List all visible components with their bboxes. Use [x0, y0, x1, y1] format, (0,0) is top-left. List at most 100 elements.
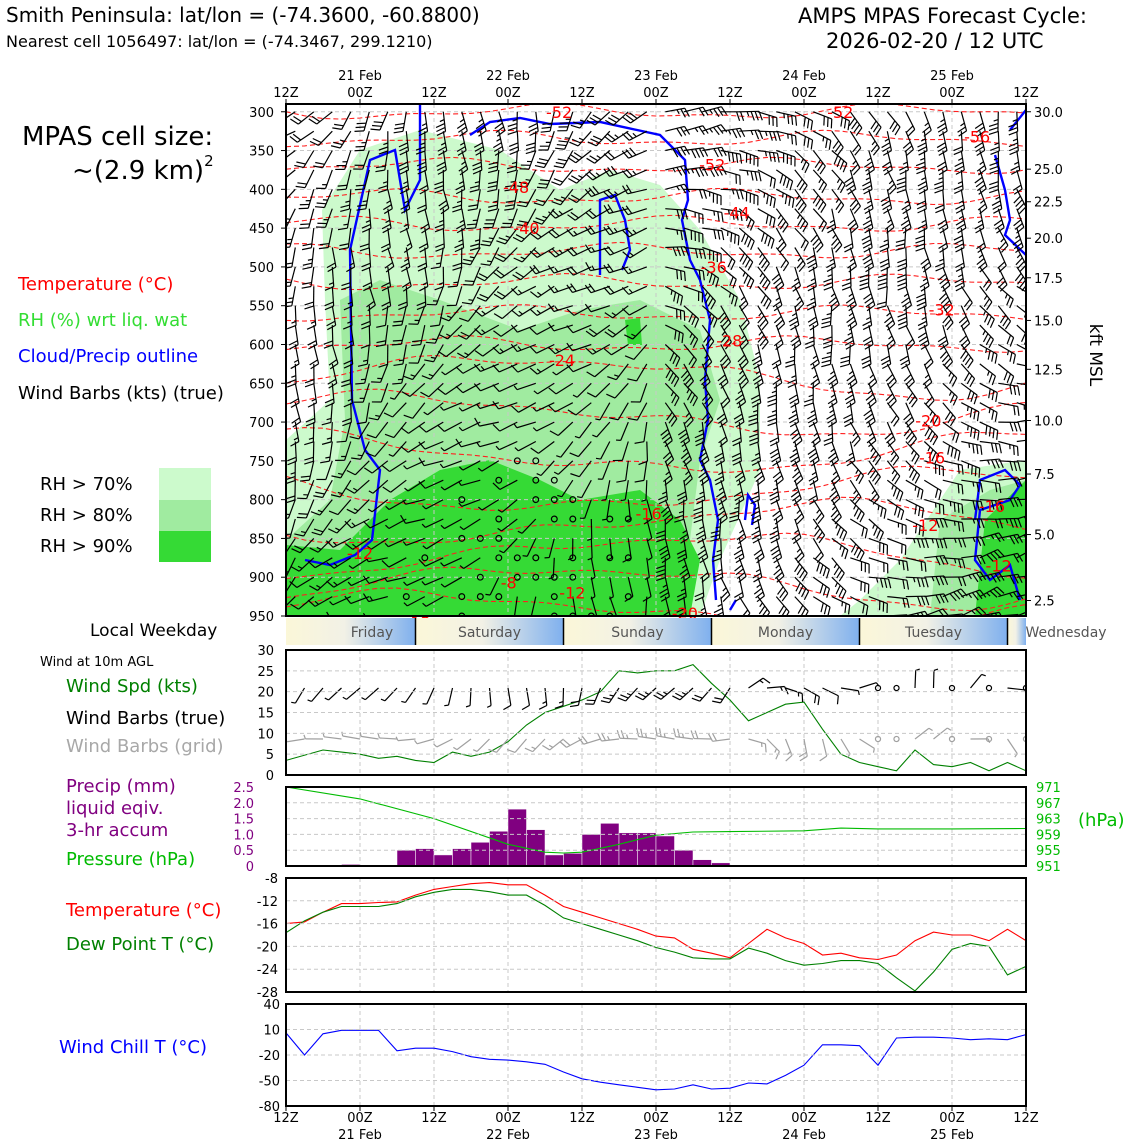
barb-half-feather: [554, 306, 559, 311]
xs-wind-barb: [812, 150, 826, 175]
barb-full-feather: [917, 146, 927, 152]
barb-shaft: [625, 460, 629, 481]
barb-shaft: [942, 363, 958, 379]
xs-wind-barb: [776, 111, 798, 126]
xs-wind-barb: [864, 150, 875, 176]
barb-full-feather: [538, 158, 549, 162]
barb-full-feather: [324, 398, 334, 404]
barb-full-feather: [403, 246, 413, 254]
barb-shaft: [517, 324, 537, 333]
xs-wind-barb: [476, 285, 500, 302]
xs-wind-barb: [998, 440, 1019, 456]
barb-full-feather: [541, 126, 552, 129]
xs-wind-barb: [754, 460, 766, 486]
xs-wind-barb: [683, 208, 704, 224]
barb-full-feather: [887, 342, 896, 351]
barb-half-feather: [485, 593, 491, 596]
barb-full-feather: [566, 325, 574, 334]
barb-full-feather: [1009, 299, 1014, 309]
xs-wind-barb: [566, 363, 592, 373]
barb-half-feather: [888, 335, 893, 340]
barb-full-feather: [863, 223, 873, 230]
barb-full-feather: [924, 381, 933, 389]
barb-full-feather: [821, 184, 828, 194]
xs-wind-barb: [605, 111, 629, 126]
barb-half-feather: [456, 200, 462, 204]
barb-full-feather: [1006, 373, 1012, 383]
barb-shaft: [350, 286, 354, 307]
barb-shaft: [345, 421, 352, 442]
barb-full-feather: [749, 433, 759, 438]
barb-full-feather: [719, 420, 728, 428]
barb-full-feather: [731, 152, 735, 163]
barb-full-feather: [886, 603, 888, 614]
xs-wind-barb: [776, 130, 797, 146]
barb-full-feather: [740, 189, 744, 200]
barb-full-feather: [713, 572, 723, 578]
barb-shaft: [775, 576, 789, 594]
xs-wind-barb: [532, 421, 555, 432]
barb-shaft: [286, 150, 296, 163]
barb-shaft: [501, 305, 518, 320]
barb-full-feather: [980, 482, 984, 493]
barb-full-feather: [679, 568, 688, 576]
barb-half-feather: [931, 576, 935, 582]
barb-full-feather: [676, 592, 687, 598]
barb-full-feather: [955, 204, 965, 210]
barb-shaft: [1016, 460, 1026, 463]
barb-full-feather: [917, 577, 921, 588]
barb-full-feather: [551, 181, 561, 186]
barb-full-feather: [515, 234, 525, 240]
barb-half-feather: [682, 529, 687, 534]
barb-full-feather: [551, 248, 560, 256]
barb-half-feather: [966, 406, 969, 412]
barb-full-feather: [905, 431, 913, 440]
xs-wind-barb: [849, 130, 862, 156]
barb-shaft: [308, 208, 315, 228]
barb-full-feather: [821, 355, 832, 360]
xs-wind-barb: [289, 383, 300, 408]
barb-half-feather: [349, 262, 355, 266]
barb-full-feather: [937, 126, 947, 133]
xs-wind-barb: [961, 606, 987, 616]
barb-full-feather: [924, 578, 929, 588]
barb-half-feather: [670, 391, 674, 397]
barb-shaft: [979, 247, 988, 267]
barb-full-feather: [808, 421, 818, 428]
barb-shaft: [942, 286, 952, 305]
barb-full-feather: [853, 438, 861, 447]
barb-full-feather: [607, 376, 617, 381]
barb-shaft: [849, 441, 856, 461]
barb-full-feather: [753, 549, 762, 556]
barb-half-feather: [948, 391, 952, 396]
temperature-contour-label: -36: [701, 258, 727, 277]
barb-half-feather: [325, 456, 331, 459]
xs-wind-barb: [979, 440, 1002, 454]
barb-shaft: [553, 285, 573, 294]
barb-full-feather: [773, 382, 783, 389]
xs-wind-barb: [603, 225, 629, 236]
barb-full-feather: [776, 575, 785, 583]
barb-full-feather: [767, 413, 777, 419]
barb-full-feather: [536, 199, 546, 203]
xs-wind-barb: [830, 499, 842, 525]
barb-full-feather: [772, 553, 781, 560]
barb-full-feather: [718, 417, 727, 424]
barb-full-feather: [979, 589, 987, 598]
barb-half-feather: [332, 541, 338, 546]
cloud-outline-segment: [973, 468, 1022, 601]
barb-shaft: [377, 402, 389, 421]
xs-wind-barb: [923, 479, 942, 501]
barb-half-feather: [732, 189, 735, 195]
barb-full-feather: [566, 342, 573, 352]
barb-shaft: [998, 517, 1019, 520]
barb-shaft: [294, 421, 300, 442]
barb-half-feather: [929, 411, 933, 416]
xs-wind-barb: [286, 480, 296, 504]
barb-full-feather: [969, 427, 973, 437]
barb-half-feather: [1015, 235, 1020, 239]
barb-full-feather: [826, 588, 831, 598]
xs-wind-barb: [881, 150, 893, 176]
barb-full-feather: [867, 420, 876, 428]
barb-half-feather: [755, 351, 760, 356]
